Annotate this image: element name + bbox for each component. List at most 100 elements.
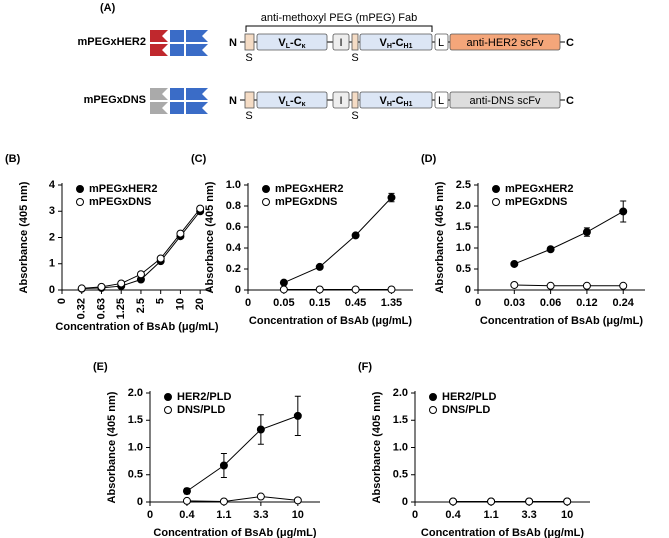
antibody-icon (150, 30, 208, 56)
chart-panel: (C) 0 0.2 0.4 0.6 0.8 1.0 0 0.05 0.15 0.45 1.35 Abso… (191, 153, 413, 327)
x-axis-title: Concentration of BsAb (μg/mL) (249, 315, 413, 327)
x-tick-label: 3.3 (521, 509, 536, 521)
y-tick-label: 2.0 (393, 387, 408, 399)
y-tick-label: 2.5 (456, 179, 471, 191)
y-tick-label: 2.0 (128, 387, 143, 399)
y-tick-label: 1.0 (226, 179, 241, 191)
x-tick-label: 1.1 (483, 509, 498, 521)
y-tick-label: 0.8 (226, 200, 241, 212)
data-point (156, 254, 165, 263)
chart-panel: (E) 0 0.5 1.0 1.5 2.0 0 0.4 1.1 3.3 10 Absorbance (… (93, 361, 320, 538)
data-point (619, 281, 628, 290)
x-axis-title: Concentration of BsAb (μg/mL) (153, 527, 317, 538)
data-point (219, 461, 228, 470)
data-point (546, 245, 555, 254)
panel-label: (B) (5, 153, 21, 165)
data-point (387, 193, 396, 202)
data-point (279, 278, 288, 287)
legend-label: HER2/PLD (177, 391, 231, 403)
y-axis-title: Absorbance (405 nm) (18, 181, 30, 293)
data-point (293, 411, 302, 420)
y-tick-label: 1.0 (456, 242, 471, 254)
y-axis-title: Absorbance (405 nm) (371, 391, 383, 503)
legend-label: mPEGxHER2 (89, 183, 157, 195)
panel-label: (C) (191, 153, 207, 165)
legend-label: mPEGxHER2 (505, 183, 573, 195)
series-line (514, 211, 624, 265)
x-tick-label: 0.32 (76, 298, 88, 319)
x-tick-label: 10 (561, 509, 573, 521)
legend-marker (262, 185, 270, 193)
vl-ck-label: VL-Cκ (278, 95, 305, 108)
x-axis-title: Concentration of BsAb (μg/mL) (480, 315, 644, 327)
data-point (546, 281, 555, 290)
data-point (351, 231, 360, 240)
antibody-icon (150, 88, 208, 114)
legend-label: mPEGxDNS (275, 196, 337, 208)
y-tick-label: 1.5 (393, 414, 408, 426)
x-tick-label: 0 (475, 297, 481, 309)
data-point (315, 285, 324, 294)
fab-title: anti-methoxyl PEG (mPEG) Fab (261, 12, 418, 24)
legend-marker (429, 393, 437, 401)
data-point (510, 280, 519, 289)
legend-marker (164, 393, 172, 401)
data-point (176, 229, 185, 238)
s-label: S (245, 110, 252, 122)
y-tick-label: 0 (49, 284, 55, 296)
legend-label: mPEGxHER2 (275, 183, 343, 195)
x-tick-label: 0.24 (613, 297, 635, 309)
data-point (351, 285, 360, 294)
construct-row: mPEGxHER2 N VL-Cκ I VH-CH1 L anti-HER2 s… (78, 30, 574, 64)
x-tick-label: 1.25 (115, 298, 127, 319)
scfv-label: anti-HER2 scFv (466, 37, 544, 49)
data-point (256, 492, 265, 501)
data-point (315, 262, 324, 271)
series-line (186, 496, 298, 502)
x-tick-label: 0.05 (273, 297, 294, 309)
linker-l: L (438, 37, 444, 49)
data-point (387, 285, 396, 294)
data-point (563, 497, 572, 506)
x-tick-label: 0.4 (179, 509, 195, 521)
legend-label: mPEGxDNS (505, 196, 567, 208)
y-tick-label: 2.0 (456, 200, 471, 212)
legend-label: mPEGxDNS (89, 196, 151, 208)
n-terminus: N (229, 37, 237, 49)
y-tick-label: 0 (402, 496, 408, 508)
legend-label: DNS/PLD (177, 404, 225, 416)
y-tick-label: 4 (49, 179, 56, 191)
chart-panel: (D) 0 0.5 1.0 1.5 2.0 2.5 0 0.03 0.06 0.12 0.24 Abso… (421, 153, 645, 327)
x-tick-label: 1.35 (381, 297, 402, 309)
y-axis-title: Absorbance (405 nm) (204, 181, 216, 293)
linker-l: L (438, 95, 444, 107)
data-point (77, 284, 86, 293)
data-point (256, 425, 265, 434)
panel-label: (D) (421, 153, 437, 165)
x-tick-label: 10 (292, 509, 304, 521)
data-point (97, 282, 106, 291)
x-tick-label: 0 (245, 297, 251, 309)
vl-ck-label: VL-Cκ (278, 37, 305, 50)
x-tick-label: 3.3 (253, 509, 268, 521)
x-tick-label: 20 (194, 298, 206, 310)
s-label: S (351, 110, 358, 122)
y-tick-label: 1.0 (128, 441, 143, 453)
data-point (182, 496, 191, 505)
panel-label: (F) (358, 361, 372, 373)
s-label: S (351, 52, 358, 64)
legend-label: DNS/PLD (442, 404, 490, 416)
x-tick-label: 1.1 (216, 509, 231, 521)
y-tick-label: 0.2 (226, 263, 241, 275)
chart-panel: (B) 0 1 2 3 4 0 0.32 0.63 1.25 2.5 5 10 20 Absorbance … (5, 153, 219, 333)
data-point (582, 281, 591, 290)
y-tick-label: 1.5 (456, 221, 471, 233)
y-tick-label: 0 (235, 284, 241, 296)
construct-name: mPEGxHER2 (78, 36, 146, 48)
data-point (219, 497, 228, 506)
vh-ch1-label: VH-CH1 (380, 95, 413, 108)
linker-i: I (339, 37, 342, 49)
data-point (510, 259, 519, 268)
data-point (117, 279, 126, 288)
